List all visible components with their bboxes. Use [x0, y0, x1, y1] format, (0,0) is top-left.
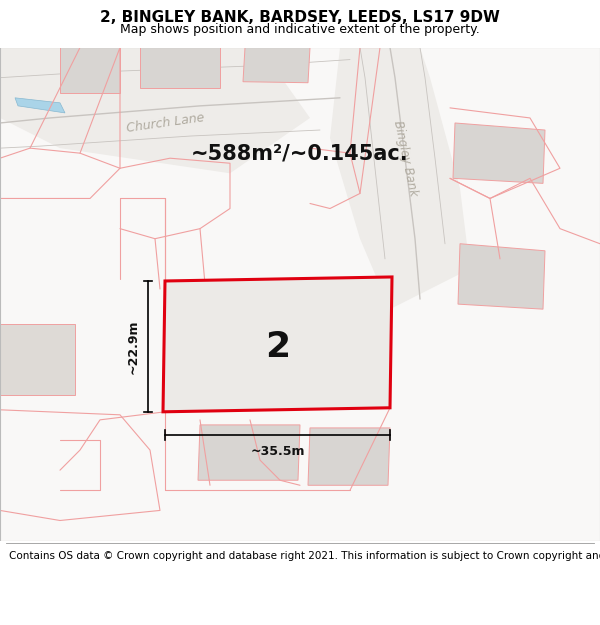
Text: ~35.5m: ~35.5m	[250, 445, 305, 458]
Polygon shape	[140, 48, 220, 88]
Text: 2: 2	[265, 331, 290, 364]
Text: Map shows position and indicative extent of the property.: Map shows position and indicative extent…	[120, 22, 480, 36]
Polygon shape	[330, 48, 470, 309]
Polygon shape	[458, 244, 545, 309]
Polygon shape	[0, 324, 75, 395]
Text: Bingley Bank: Bingley Bank	[391, 119, 419, 198]
Polygon shape	[453, 123, 545, 183]
Text: ~22.9m: ~22.9m	[127, 319, 140, 374]
Polygon shape	[198, 425, 300, 480]
Text: 2, BINGLEY BANK, BARDSEY, LEEDS, LS17 9DW: 2, BINGLEY BANK, BARDSEY, LEEDS, LS17 9D…	[100, 11, 500, 26]
Polygon shape	[15, 98, 65, 113]
Polygon shape	[243, 48, 310, 82]
Polygon shape	[308, 428, 390, 485]
Polygon shape	[163, 277, 392, 412]
Text: ~588m²/~0.145ac.: ~588m²/~0.145ac.	[191, 143, 409, 163]
Polygon shape	[188, 284, 340, 384]
Text: Church Lane: Church Lane	[125, 111, 205, 135]
Polygon shape	[60, 48, 120, 92]
Polygon shape	[0, 48, 310, 173]
Text: Contains OS data © Crown copyright and database right 2021. This information is : Contains OS data © Crown copyright and d…	[9, 551, 600, 561]
